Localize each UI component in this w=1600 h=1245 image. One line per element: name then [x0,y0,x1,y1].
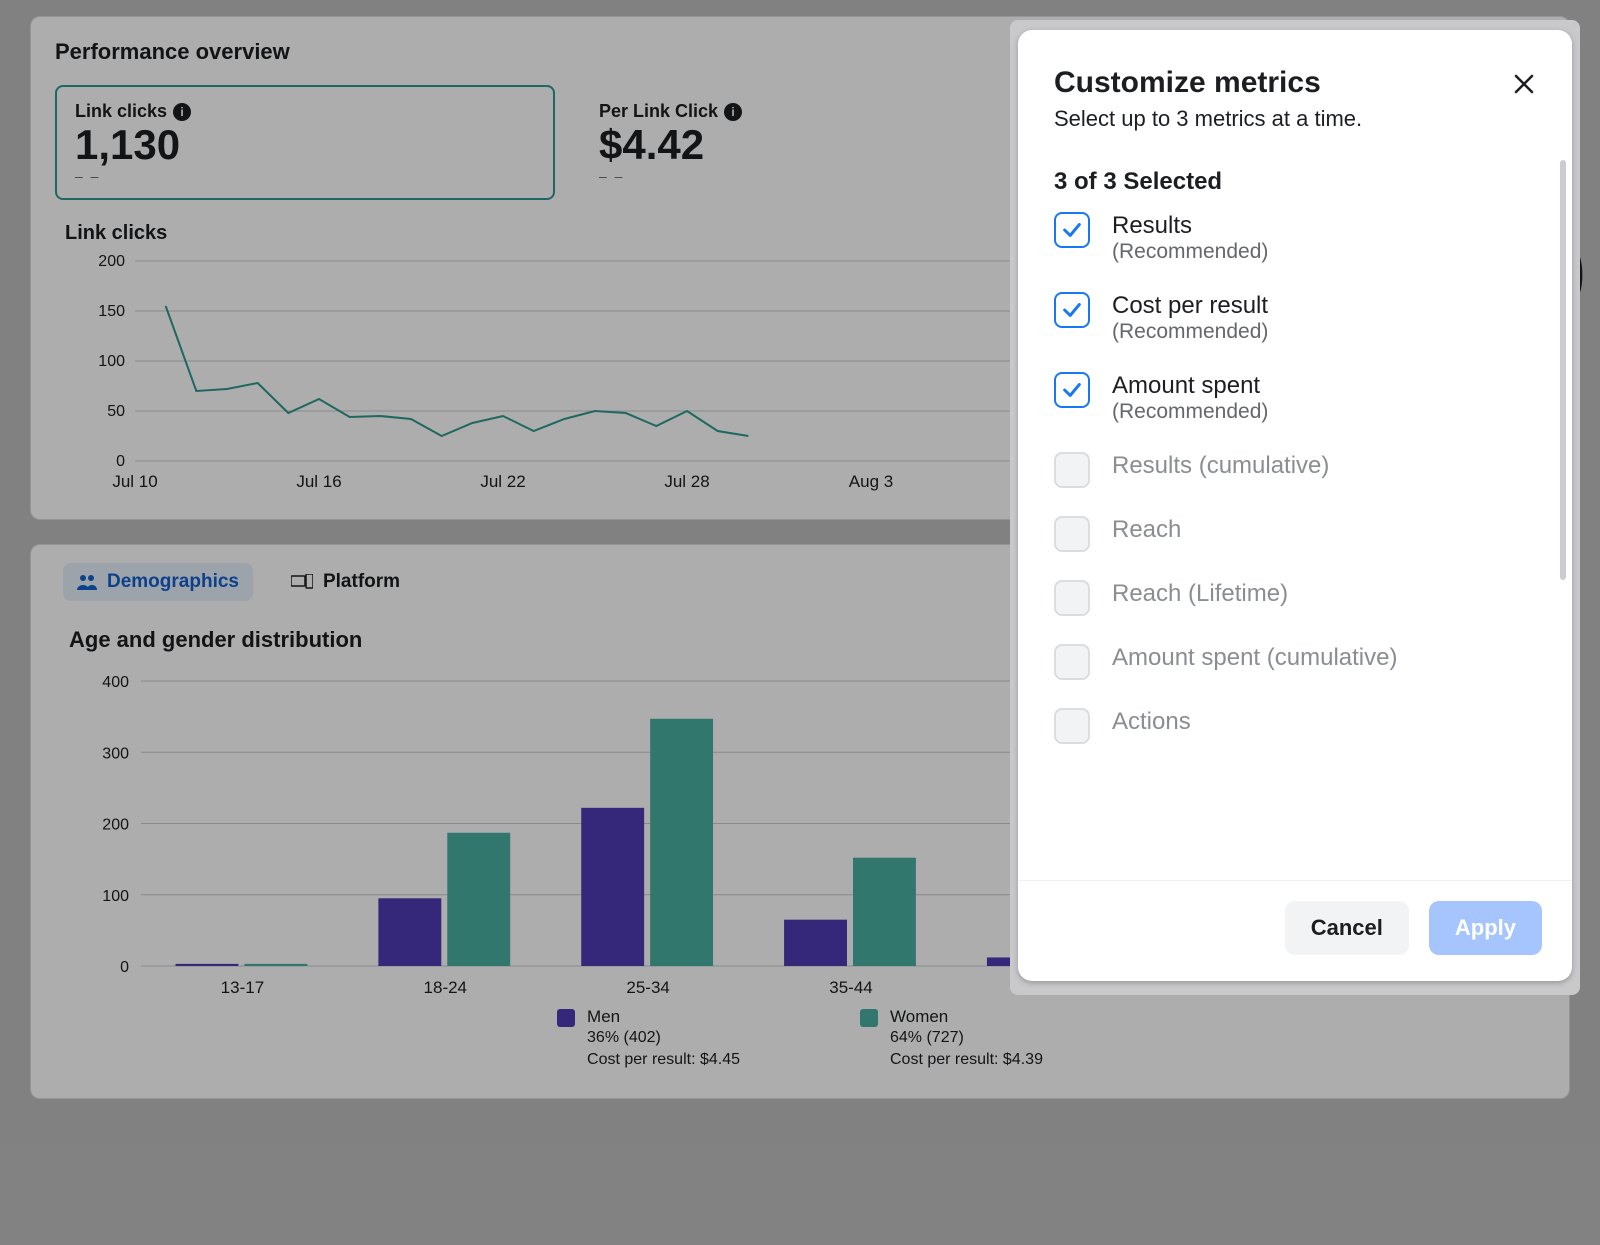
checkbox [1054,708,1090,744]
option-text: Reach (Lifetime) [1112,580,1288,608]
metric-option: Actions [1054,708,1538,744]
checkbox [1054,516,1090,552]
option-sub: (Recommended) [1112,240,1268,264]
metric-option[interactable]: Cost per result(Recommended) [1054,292,1538,344]
option-text: Actions [1112,708,1191,736]
close-icon[interactable] [1506,66,1542,102]
option-label: Reach [1112,516,1181,544]
option-text: Results(Recommended) [1112,212,1268,264]
modal-frame: Customize metrics Select up to 3 metrics… [1010,20,1580,995]
apply-button[interactable]: Apply [1429,901,1542,955]
checkbox[interactable] [1054,212,1090,248]
option-label: Reach (Lifetime) [1112,580,1288,608]
metric-option-list: Results(Recommended)Cost per result(Reco… [1054,212,1562,744]
modal-subtitle: Select up to 3 metrics at a time. [1054,106,1536,132]
metric-option[interactable]: Results(Recommended) [1054,212,1538,264]
modal-title: Customize metrics [1054,66,1536,100]
checkbox [1054,644,1090,680]
checkbox[interactable] [1054,292,1090,328]
option-text: Amount spent(Recommended) [1112,372,1268,424]
scrollbar-thumb[interactable] [1560,160,1566,580]
option-sub: (Recommended) [1112,320,1268,344]
checkbox [1054,452,1090,488]
option-sub: (Recommended) [1112,400,1268,424]
option-text: Results (cumulative) [1112,452,1329,480]
metric-option: Reach (Lifetime) [1054,580,1538,616]
metric-option: Reach [1054,516,1538,552]
option-label: Amount spent [1112,372,1268,400]
option-label: Results (cumulative) [1112,452,1329,480]
option-text: Cost per result(Recommended) [1112,292,1268,344]
modal-footer: Cancel Apply [1018,880,1572,981]
metric-option: Amount spent (cumulative) [1054,644,1538,680]
checkbox [1054,580,1090,616]
option-text: Amount spent (cumulative) [1112,644,1397,672]
modal-header: Customize metrics Select up to 3 metrics… [1018,30,1572,142]
cancel-button[interactable]: Cancel [1285,901,1409,955]
customize-metrics-modal: Customize metrics Select up to 3 metrics… [1018,30,1572,981]
selected-count: 3 of 3 Selected [1054,168,1562,196]
option-label: Results [1112,212,1268,240]
option-label: Amount spent (cumulative) [1112,644,1397,672]
option-label: Actions [1112,708,1191,736]
metric-option[interactable]: Amount spent(Recommended) [1054,372,1538,424]
option-label: Cost per result [1112,292,1268,320]
metric-option: Results (cumulative) [1054,452,1538,488]
option-text: Reach [1112,516,1181,544]
checkbox[interactable] [1054,372,1090,408]
modal-body: 3 of 3 Selected Results(Recommended)Cost… [1018,142,1572,880]
